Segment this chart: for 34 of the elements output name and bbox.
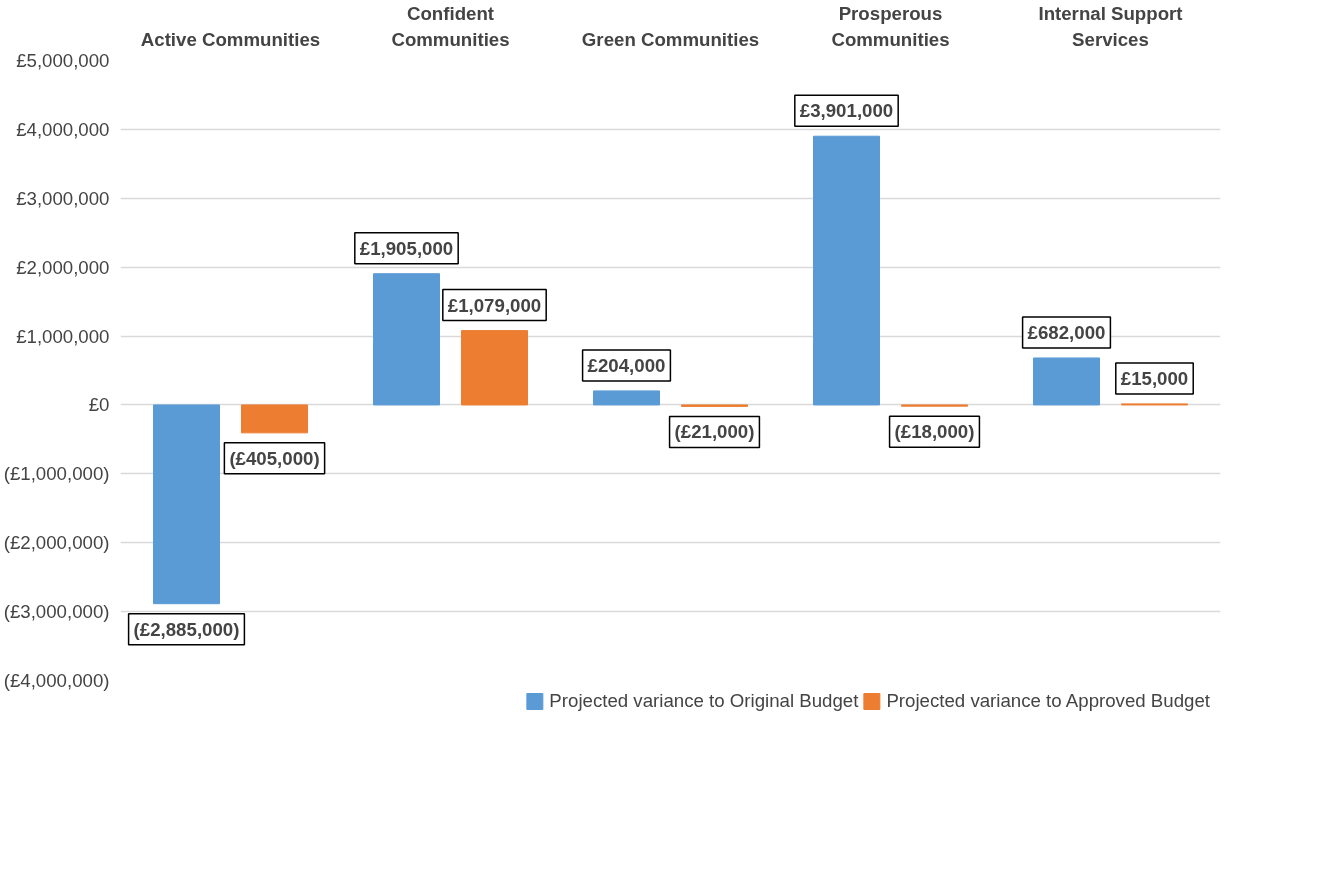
data-label: (£21,000) — [674, 421, 755, 443]
y-tick-label: (£4,000,000) — [3, 670, 110, 691]
data-label: (£18,000) — [894, 421, 975, 443]
legend-label: Projected variance to Approved Budget — [886, 690, 1210, 712]
y-tick-label: £2,000,000 — [16, 256, 110, 278]
bar — [1033, 357, 1100, 406]
y-tick-label: (£2,000,000) — [3, 532, 110, 554]
y-tick-label: £4,000,000 — [16, 118, 110, 140]
y-tick-label: (£1,000,000) — [3, 463, 110, 485]
y-tick-label: £3,000,000 — [16, 187, 110, 209]
x-tick-label: Prosperous Communities — [831, 3, 950, 50]
data-label: (£405,000) — [229, 447, 320, 469]
bar — [461, 330, 528, 406]
y-tick-label: £1,000,000 — [16, 325, 110, 347]
data-label: £682,000 — [1027, 321, 1106, 343]
legend-label: Projected variance to Original Budget — [549, 690, 859, 712]
data-label: (£2,885,000) — [133, 618, 240, 640]
data-label: £3,901,000 — [799, 100, 894, 122]
bar — [241, 404, 308, 434]
y-tick-label: (£3,000,000) — [3, 601, 110, 623]
x-tick-label: Confident Communities — [391, 3, 510, 50]
y-tick-label: £5,000,000 — [16, 50, 110, 71]
bar — [373, 273, 440, 406]
y-tick-label: £0 — [88, 394, 110, 416]
x-tick-label: Active Communities — [140, 28, 321, 50]
data-label: £15,000 — [1120, 367, 1189, 389]
bar — [153, 404, 220, 605]
data-label: £1,905,000 — [359, 237, 454, 259]
data-label: £204,000 — [587, 354, 666, 376]
bar — [813, 135, 880, 406]
bar — [593, 390, 660, 406]
data-label: £1,079,000 — [447, 294, 542, 316]
x-tick-label: Green Communities — [581, 28, 760, 50]
x-tick-label: Internal Support Services — [1038, 3, 1183, 50]
